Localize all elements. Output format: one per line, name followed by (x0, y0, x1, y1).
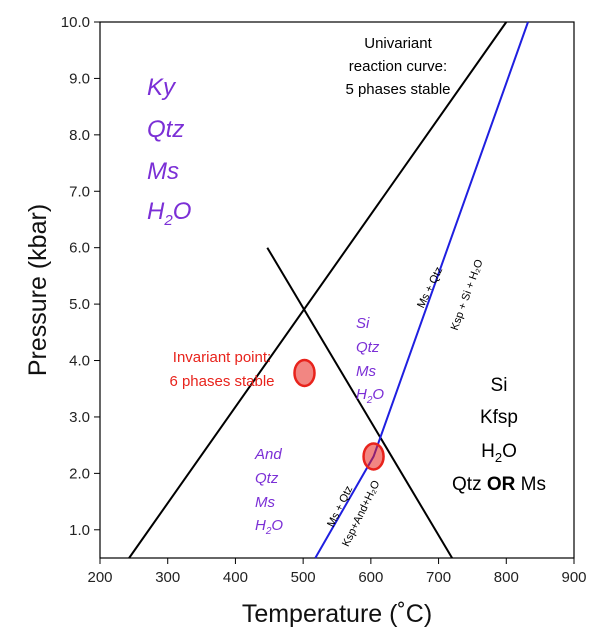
y-tick-label: 6.0 (69, 240, 90, 257)
x-tick-label: 400 (223, 569, 248, 586)
y-tick-label: 2.0 (69, 465, 90, 482)
y-tick-label: 4.0 (69, 353, 90, 370)
field-and-mineral-1: And (254, 446, 282, 463)
field-si-mineral-4: H2O (356, 386, 384, 406)
y-tick-label: 1.0 (69, 522, 90, 539)
univariant-annotation: Univariant reaction curve: 5 phases stab… (345, 35, 450, 98)
x-axis-title: Temperature (˚C) (242, 600, 432, 628)
invariant-point-marker (293, 358, 316, 388)
field-si: Si Qtz Ms H2O (356, 315, 384, 406)
field-ky-mineral-1: Ky (147, 74, 177, 101)
x-tick-label: 700 (426, 569, 451, 586)
univariant-line-3: 5 phases stable (345, 81, 450, 98)
y-tick-label: 3.0 (69, 409, 90, 426)
intersection-marker (362, 442, 385, 471)
field-si-mineral-3: Ms (356, 363, 376, 380)
field-si-mineral-2: Qtz (356, 339, 380, 356)
field-kfsp-line-2: Kfsp (480, 407, 518, 428)
y-axis-title: Pressure (kbar) (24, 204, 52, 376)
field-and-mineral-4: H2O (255, 517, 283, 537)
field-and-mineral-2: Qtz (255, 470, 279, 487)
field-kfsp-line-1: Si (491, 375, 508, 396)
y-axis: 1.0 2.0 3.0 4.0 5.0 6.0 7.0 8.0 9.0 10.0 (61, 14, 100, 539)
x-axis: 200 300 400 500 600 700 800 900 (87, 558, 587, 586)
field-and: And Qtz Ms H2O (254, 446, 283, 537)
y-tick-label: 9.0 (69, 70, 90, 87)
invariant-points (293, 358, 385, 471)
x-tick-label: 500 (291, 569, 316, 586)
field-kfsp: Si Kfsp H2O Qtz OR Ms (452, 375, 546, 495)
y-tick-label: 8.0 (69, 127, 90, 144)
x-tick-label: 600 (358, 569, 383, 586)
x-tick-label: 800 (494, 569, 519, 586)
field-ky-mineral-4: H2O (147, 198, 191, 229)
curve-label-upper-black: Ms + Qtz (415, 265, 445, 310)
plot-frame (99, 21, 575, 559)
field-si-mineral-1: Si (356, 315, 370, 332)
reaction-curve-ky-and-boundary (266, 247, 453, 559)
field-ky-mineral-2: Qtz (147, 116, 184, 143)
reaction-curve-ky-si-and (128, 21, 508, 559)
curve-label-upper-blue: Ksp + Si + H₂O (449, 257, 486, 332)
y-tick-label: 10.0 (61, 14, 90, 31)
y-tick-label: 7.0 (69, 183, 90, 200)
field-ky: Ky Qtz Ms H2O (147, 74, 191, 229)
x-tick-label: 900 (561, 569, 586, 586)
field-kfsp-line-3: H2O (481, 441, 517, 465)
y-tick-label: 5.0 (69, 296, 90, 313)
field-kfsp-line-4: Qtz OR Ms (452, 474, 546, 495)
x-tick-label: 200 (87, 569, 112, 586)
field-ky-mineral-3: Ms (147, 158, 179, 185)
x-tick-label: 300 (155, 569, 180, 586)
field-and-mineral-3: Ms (255, 494, 275, 511)
univariant-line-2: reaction curve: (349, 58, 447, 75)
invariant-line-1: Invariant point: (173, 349, 271, 366)
invariant-annotation: Invariant point: 6 phases stable (169, 349, 274, 390)
univariant-line-1: Univariant (364, 35, 432, 52)
invariant-line-2: 6 phases stable (169, 373, 274, 390)
